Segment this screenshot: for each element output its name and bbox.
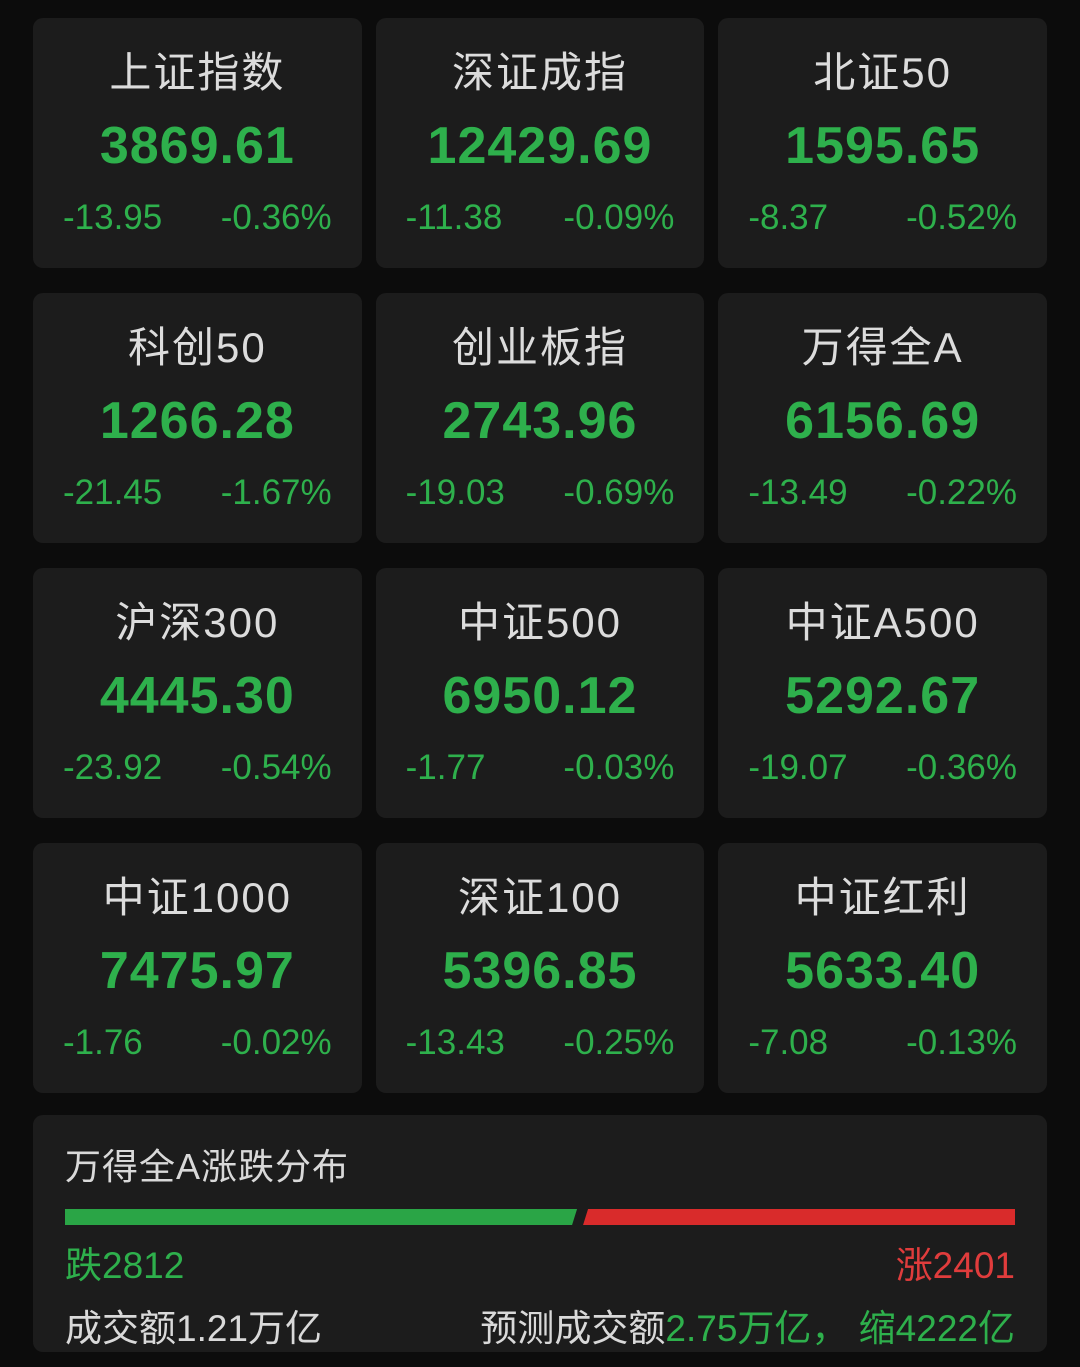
advancers-bar-segment	[583, 1209, 1015, 1225]
index-name: 沪深300	[115, 598, 280, 646]
index-value: 5396.85	[442, 941, 638, 1000]
index-value: 6156.69	[785, 391, 981, 450]
index-name: 中证红利	[794, 873, 971, 921]
index-name: 创业板指	[451, 323, 628, 371]
index-change-pct: -0.52%	[906, 197, 1017, 237]
index-name: 中证A500	[785, 598, 980, 646]
advance-decline-bar	[65, 1209, 1015, 1225]
index-card-zhongzhenghongli[interactable]: 中证红利 5633.40 -7.08 -0.13%	[718, 843, 1047, 1093]
index-change-pct: -0.69%	[563, 472, 675, 512]
index-name: 科创50	[127, 323, 267, 371]
index-change-pct: -0.54%	[220, 747, 332, 787]
index-value: 5292.67	[785, 666, 981, 725]
index-value: 1266.28	[99, 391, 295, 450]
index-value: 3869.61	[99, 116, 295, 175]
index-value: 1595.65	[785, 116, 981, 175]
index-value: 2743.96	[442, 391, 638, 450]
index-card-wandequanA[interactable]: 万得全A 6156.69 -13.49 -0.22%	[718, 293, 1047, 543]
decliners-count-label: 跌2812	[65, 1245, 185, 1286]
distribution-title: 万得全A涨跌分布	[65, 1146, 350, 1187]
decliners-bar-segment	[65, 1209, 577, 1225]
index-name: 万得全A	[801, 323, 964, 371]
index-card-shenzheng[interactable]: 深证成指 12429.69 -11.38 -0.09%	[375, 18, 705, 268]
distribution-panel: 万得全A涨跌分布 跌2812 涨2401 成交额1.21万亿 预测成交额2.75…	[33, 1115, 1047, 1352]
index-value: 12429.69	[427, 116, 653, 175]
index-change-pct: -0.36%	[220, 197, 332, 237]
index-value: 6950.12	[442, 666, 638, 725]
advancers-count-label: 涨2401	[895, 1245, 1015, 1286]
index-change-pct: -1.67%	[220, 472, 332, 512]
turnover-forecast-prefix: 预测成交额	[480, 1308, 666, 1349]
index-change: -11.38	[405, 197, 503, 237]
index-card-zhongzheng500[interactable]: 中证500 6950.12 -1.77 -0.03%	[375, 568, 705, 818]
index-change-pct: -0.25%	[563, 1022, 675, 1062]
index-change-pct: -0.22%	[906, 472, 1017, 512]
index-change: -19.07	[748, 747, 848, 787]
index-card-beizheng50[interactable]: 北证50 1595.65 -8.37 -0.52%	[718, 18, 1047, 268]
index-change: -13.49	[748, 472, 848, 512]
index-value: 4445.30	[99, 666, 295, 725]
index-name: 北证50	[813, 48, 953, 96]
index-card-hushen300[interactable]: 沪深300 4445.30 -23.92 -0.54%	[33, 568, 362, 818]
index-value: 7475.97	[99, 941, 295, 1000]
index-name: 中证1000	[102, 873, 293, 921]
index-change: -1.76	[63, 1022, 143, 1062]
index-change: -1.77	[405, 747, 486, 787]
turnover-forecast-value: 2.75万亿， 缩4222亿	[665, 1308, 1015, 1349]
index-card-kechuang50[interactable]: 科创50 1266.28 -21.45 -1.67%	[33, 293, 362, 543]
index-change: -7.08	[748, 1022, 829, 1062]
index-value: 5633.40	[785, 941, 981, 1000]
turnover-actual: 成交额1.21万亿	[65, 1308, 323, 1349]
index-change: -23.92	[63, 747, 163, 787]
index-grid: 上证指数 3869.61 -13.95 -0.36% 深证成指 12429.69…	[33, 18, 1047, 1093]
index-change-pct: -0.02%	[220, 1022, 332, 1062]
index-card-chuangyeban[interactable]: 创业板指 2743.96 -19.03 -0.69%	[375, 293, 705, 543]
index-change-pct: -0.09%	[563, 197, 675, 237]
index-change: -13.43	[405, 1022, 505, 1062]
index-change: -8.37	[748, 197, 829, 237]
index-change-pct: -0.13%	[906, 1022, 1017, 1062]
index-change-pct: -0.03%	[563, 747, 675, 787]
index-name: 上证指数	[109, 48, 286, 96]
index-change-pct: -0.36%	[906, 747, 1017, 787]
index-card-zhongzheng1000[interactable]: 中证1000 7475.97 -1.76 -0.02%	[33, 843, 362, 1093]
turnover-forecast: 预测成交额2.75万亿， 缩4222亿	[480, 1310, 1015, 1347]
index-change: -13.95	[63, 197, 163, 237]
index-name: 中证500	[457, 598, 623, 646]
index-change: -19.03	[405, 472, 505, 512]
index-card-zhongzhengA500[interactable]: 中证A500 5292.67 -19.07 -0.36%	[718, 568, 1047, 818]
index-name: 深证100	[457, 873, 623, 921]
index-name: 深证成指	[451, 48, 628, 96]
index-card-shenzheng100[interactable]: 深证100 5396.85 -13.43 -0.25%	[375, 843, 705, 1093]
index-change: -21.45	[63, 472, 163, 512]
index-card-shangzheng[interactable]: 上证指数 3869.61 -13.95 -0.36%	[33, 18, 362, 268]
